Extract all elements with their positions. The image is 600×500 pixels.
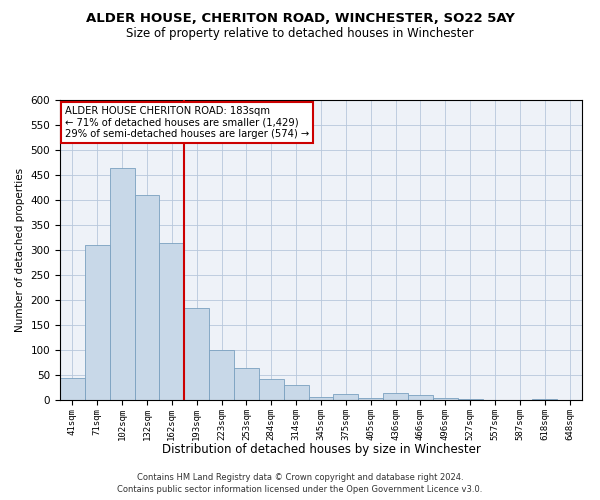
Text: ALDER HOUSE, CHERITON ROAD, WINCHESTER, SO22 5AY: ALDER HOUSE, CHERITON ROAD, WINCHESTER, … <box>86 12 514 26</box>
Bar <box>433 398 458 400</box>
Bar <box>259 379 284 400</box>
Bar <box>284 385 308 400</box>
Bar <box>110 168 134 400</box>
Y-axis label: Number of detached properties: Number of detached properties <box>15 168 25 332</box>
Bar <box>184 308 209 400</box>
Bar <box>532 399 557 400</box>
Text: Contains public sector information licensed under the Open Government Licence v3: Contains public sector information licen… <box>118 485 482 494</box>
Bar <box>209 350 234 400</box>
Bar <box>308 396 334 400</box>
Bar <box>458 398 482 400</box>
Bar <box>85 245 110 400</box>
Bar <box>383 392 408 400</box>
Bar <box>160 242 184 400</box>
Bar <box>408 395 433 400</box>
Text: Size of property relative to detached houses in Winchester: Size of property relative to detached ho… <box>126 28 474 40</box>
Text: Distribution of detached houses by size in Winchester: Distribution of detached houses by size … <box>161 442 481 456</box>
Text: Contains HM Land Registry data © Crown copyright and database right 2024.: Contains HM Land Registry data © Crown c… <box>137 472 463 482</box>
Bar <box>134 195 160 400</box>
Bar <box>334 394 358 400</box>
Bar <box>60 378 85 400</box>
Bar <box>234 368 259 400</box>
Text: ALDER HOUSE CHERITON ROAD: 183sqm
← 71% of detached houses are smaller (1,429)
2: ALDER HOUSE CHERITON ROAD: 183sqm ← 71% … <box>65 106 310 139</box>
Bar <box>358 398 383 400</box>
